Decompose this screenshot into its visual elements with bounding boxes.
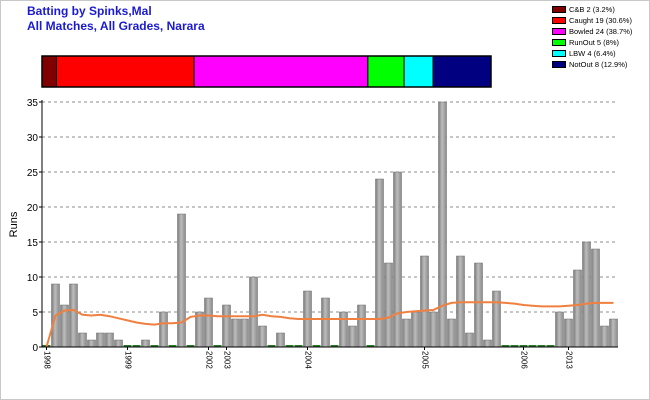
x-tick-label: 2004: [304, 351, 313, 369]
score-bar: [240, 318, 249, 348]
score-bar: [222, 304, 231, 348]
score-bar: [276, 332, 285, 348]
dismissal-segment: [403, 55, 434, 88]
x-tick-label: 2006: [520, 351, 529, 369]
score-bar: [258, 325, 267, 348]
score-bar: [375, 178, 384, 348]
legend-swatch: [552, 50, 566, 57]
legend-label: LBW 4 (6.4%): [569, 49, 616, 58]
x-tick-label: 1999: [124, 351, 133, 369]
legend-swatch: [552, 39, 566, 46]
y-tick-label: 30: [27, 133, 39, 144]
score-bar: [87, 339, 96, 348]
score-bar: [69, 283, 78, 348]
score-bar: [474, 262, 483, 348]
legend-label: RunOut 5 (8%): [569, 38, 620, 47]
dismissal-segment: [432, 55, 492, 88]
score-bar: [78, 332, 87, 348]
y-tick-label: 0: [32, 343, 38, 354]
score-bar: [177, 213, 186, 348]
score-bar: [141, 339, 150, 348]
y-tick-label: 10: [27, 273, 39, 284]
score-bar: [105, 332, 114, 348]
score-bar: [420, 255, 429, 348]
y-tick-label: 20: [27, 203, 39, 214]
legend-swatch: [552, 28, 566, 35]
score-bar: [339, 311, 348, 348]
y-tick-label: 25: [27, 168, 39, 179]
chart-subtitle: All Matches, All Grades, Narara: [27, 19, 205, 33]
x-tick-label: 2002: [205, 351, 214, 369]
dismissal-segment: [367, 55, 405, 88]
legend-swatch: [552, 6, 566, 13]
score-bar: [195, 311, 204, 348]
legend-swatch: [552, 17, 566, 24]
y-tick-label: 35: [27, 98, 39, 109]
score-bar: [492, 290, 501, 348]
y-axis-label: Runs: [8, 211, 20, 237]
dismissal-segment: [55, 55, 195, 88]
dismissal-bar-border: [41, 55, 492, 88]
score-bar: [321, 297, 330, 348]
score-bar: [483, 339, 492, 348]
score-bar: [96, 332, 105, 348]
score-bar: [114, 339, 123, 348]
score-bar: [384, 262, 393, 348]
dismissal-segment: [41, 55, 57, 88]
legend-label: NotOut 8 (12.9%): [569, 60, 628, 69]
score-bar: [402, 318, 411, 348]
dismissal-segment: [193, 55, 369, 88]
score-bar: [447, 318, 456, 348]
score-bar: [393, 171, 402, 348]
score-bar: [582, 241, 591, 348]
score-bar: [231, 318, 240, 348]
score-bar: [591, 248, 600, 348]
score-bar: [249, 276, 258, 348]
x-tick-label: 2013: [565, 351, 574, 369]
score-bar: [429, 311, 438, 348]
y-tick-label: 15: [27, 238, 39, 249]
x-tick-label: 2003: [223, 351, 232, 369]
score-bar: [348, 325, 357, 348]
score-bar: [564, 318, 573, 348]
score-bar: [609, 318, 618, 348]
score-bar: [555, 311, 564, 348]
score-bar: [438, 101, 447, 348]
score-bar: [159, 311, 168, 348]
score-bar: [573, 269, 582, 348]
legend-swatch: [552, 61, 566, 68]
legend-label: Bowled 24 (38.7%): [569, 27, 633, 36]
score-bar: [357, 304, 366, 348]
score-bar: [465, 332, 474, 348]
x-tick-label: 1998: [43, 351, 52, 369]
legend-label: Caught 19 (30.6%): [569, 16, 632, 25]
legend-label: C&B 2 (3.2%): [569, 5, 615, 14]
score-bar: [411, 311, 420, 348]
y-tick-label: 5: [32, 308, 38, 319]
chart-title: Batting by Spinks,Mal: [27, 4, 152, 18]
x-tick-label: 2005: [421, 351, 430, 369]
average-line: [45, 301, 614, 348]
score-bar: [600, 325, 609, 348]
score-bar: [204, 297, 213, 348]
